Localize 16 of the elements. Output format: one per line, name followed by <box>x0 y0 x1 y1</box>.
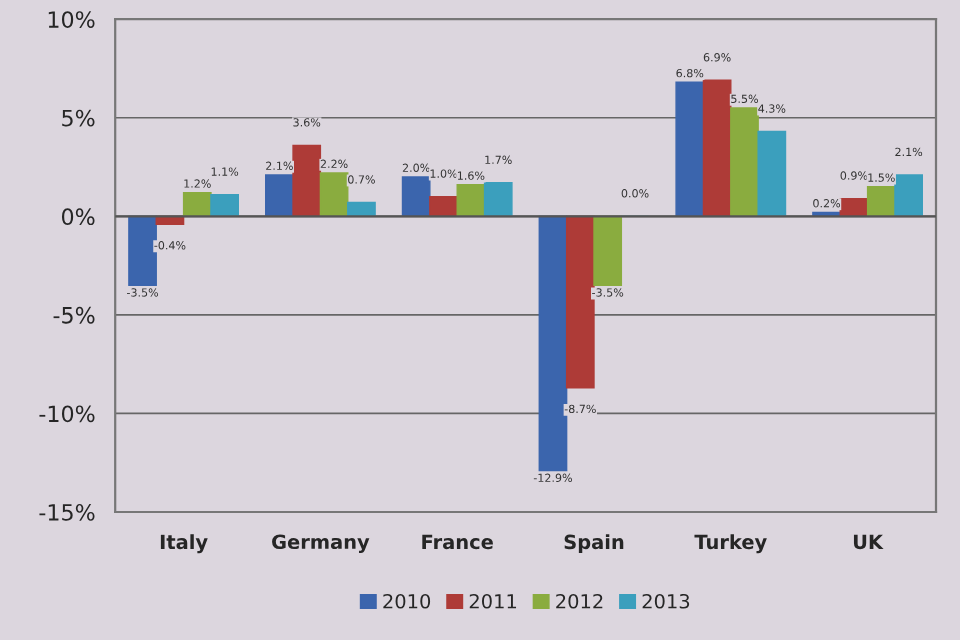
x-tick-label: UK <box>853 534 884 550</box>
y-tick-label: 10% <box>48 11 95 28</box>
x-tick-label: Turkey <box>694 534 767 554</box>
legend-label: 2011 <box>469 593 517 609</box>
x-tick-label: Spain <box>564 534 624 554</box>
x-tick-label: France <box>422 534 493 550</box>
legend-label: 2010 <box>383 593 431 609</box>
y-tick-label: -10% <box>39 405 95 423</box>
y-tick-label: 5% <box>62 109 95 127</box>
legend-label: 2012 <box>556 593 603 609</box>
x-tick-label: Germany <box>272 534 370 554</box>
y-tick-label: -15% <box>39 503 95 521</box>
x-tick-label: Italy <box>160 534 208 554</box>
legend-label: 2013 <box>642 593 690 609</box>
y-tick-label: -5% <box>53 306 95 324</box>
y-tick-label: 0% <box>61 208 95 226</box>
